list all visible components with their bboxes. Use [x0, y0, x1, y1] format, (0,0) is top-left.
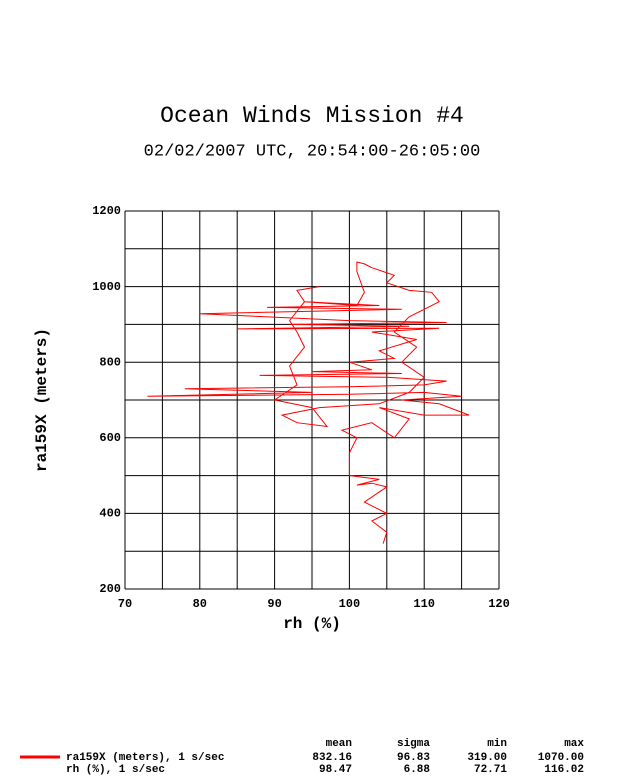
stat-value: 96.83 — [397, 752, 430, 764]
legend-label: ra159X (meters), 1 s/sec — [66, 752, 224, 764]
stat-value: 832.16 — [312, 752, 352, 764]
data-line — [147, 261, 470, 544]
stat-header: min — [487, 738, 507, 750]
stat-value: 319.00 — [467, 752, 507, 764]
chart-title: Ocean Winds Mission #4 — [160, 103, 464, 129]
stat-value: 1070.00 — [538, 752, 584, 764]
y-tick-label: 1200 — [92, 204, 121, 218]
y-tick-label: 600 — [99, 431, 121, 445]
x-tick-label: 80 — [193, 597, 207, 611]
stat-value: 6.88 — [404, 764, 431, 776]
x-tick-label: 110 — [413, 597, 435, 611]
x-tick-label: 100 — [339, 597, 361, 611]
chart-subtitle: 02/02/2007 UTC, 20:54:00-26:05:00 — [144, 142, 481, 161]
y-tick-label: 1000 — [92, 280, 121, 294]
stat-header: sigma — [397, 738, 430, 750]
y-axis-label: ra159X (meters) — [33, 328, 51, 472]
stat-value: 116.02 — [544, 764, 584, 776]
stat-value: 72.71 — [474, 764, 507, 776]
stat-label: rh (%), 1 s/sec — [66, 764, 165, 776]
x-tick-label: 120 — [488, 597, 510, 611]
y-tick-label: 800 — [99, 355, 121, 369]
stat-value: 98.47 — [319, 764, 352, 776]
y-tick-label: 200 — [99, 582, 121, 596]
stat-header: mean — [326, 738, 352, 750]
x-tick-label: 70 — [118, 597, 132, 611]
x-axis-label: rh (%) — [283, 615, 341, 633]
y-tick-label: 400 — [99, 507, 121, 521]
stat-header: max — [564, 738, 584, 750]
x-tick-label: 90 — [267, 597, 281, 611]
